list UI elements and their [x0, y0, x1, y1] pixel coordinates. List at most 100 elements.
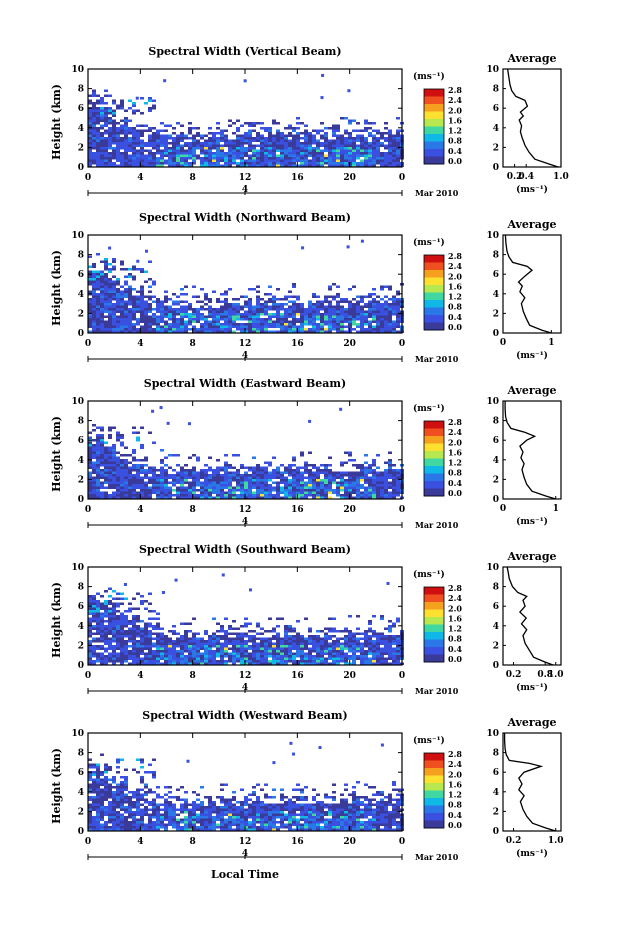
- heatmap-cell: [392, 157, 396, 160]
- heatmap-cell: [120, 434, 124, 437]
- heatmap-cell: [96, 620, 100, 623]
- heatmap-cell: [312, 657, 316, 660]
- heatmap-cell: [92, 318, 96, 321]
- heatmap-cell: [296, 491, 300, 494]
- heatmap-cell: [324, 479, 328, 482]
- heatmap-cell: [336, 308, 340, 311]
- heatmap-cell: [324, 489, 328, 492]
- heatmap-cell: [156, 645, 160, 648]
- colorbar-swatch: [424, 307, 444, 316]
- heatmap-cell: [244, 162, 248, 165]
- heatmap-cell: [348, 642, 352, 645]
- heatmap-cell: [204, 325, 208, 328]
- heatmap-cell: [96, 149, 100, 152]
- heatmap-cell: [200, 662, 204, 665]
- heatmap-cell: [388, 491, 392, 494]
- heatmap-cell: [384, 310, 388, 313]
- heatmap-cell: [280, 134, 284, 137]
- heatmap-cell: [276, 134, 280, 137]
- heatmap-cell: [148, 278, 152, 281]
- heatmap-cell: [336, 655, 340, 658]
- heatmap-cell: [296, 662, 300, 665]
- heatmap-cell: [372, 660, 376, 663]
- heatmap-cell: [188, 328, 192, 331]
- x-tick-label: 16: [291, 339, 304, 349]
- heatmap-cell: [388, 288, 392, 291]
- heatmap-cell: [220, 164, 224, 167]
- heatmap-cell: [344, 640, 348, 643]
- heatmap-cell: [120, 469, 124, 472]
- heatmap-cell: [108, 449, 112, 452]
- heatmap-cell: [260, 142, 264, 145]
- heatmap-cell: [166, 421, 170, 425]
- heatmap-cell: [104, 285, 108, 288]
- heatmap-cell: [160, 330, 164, 333]
- heatmap-cell: [308, 469, 312, 472]
- heatmap-cell: [320, 96, 324, 100]
- heatmap-cell: [204, 147, 208, 150]
- heatmap-cell: [208, 142, 212, 145]
- heatmap-cell: [272, 154, 276, 157]
- heatmap-cell: [192, 134, 196, 137]
- heatmap-cell: [184, 320, 188, 323]
- heatmap-cell: [260, 147, 264, 150]
- heatmap-cell: [324, 484, 328, 487]
- heatmap-cell: [320, 328, 324, 331]
- heatmap-cell: [372, 293, 376, 296]
- heatmap-cell: [180, 486, 184, 489]
- heatmap-cell: [304, 308, 308, 311]
- heatmap-cell: [108, 164, 112, 167]
- heatmap-cell: [208, 650, 212, 653]
- colorbar-swatch: [424, 617, 444, 625]
- heatmap-cell: [388, 139, 392, 142]
- heatmap-cell: [376, 484, 380, 487]
- heatmap-cell: [100, 293, 104, 296]
- heatmap-cell: [188, 162, 192, 165]
- heatmap-cell: [188, 456, 192, 459]
- heatmap-cell: [380, 617, 384, 620]
- heatmap-cell: [100, 114, 104, 117]
- heatmap-cell: [136, 496, 140, 499]
- heatmap-cell: [304, 313, 308, 316]
- heatmap-cell: [140, 142, 144, 145]
- heatmap-cell: [140, 325, 144, 328]
- heatmap-cell: [332, 323, 336, 326]
- heatmap-cell: [276, 144, 280, 147]
- heatmap-cell: [380, 164, 384, 167]
- heatmap-cell: [228, 484, 232, 487]
- heatmap-cell: [304, 647, 308, 650]
- heatmap-cell: [148, 486, 152, 489]
- panel-title: Spectral Width (Northward Beam): [139, 211, 351, 224]
- heatmap-cell: [320, 149, 324, 152]
- heatmap-cell: [200, 300, 204, 303]
- heatmap-cell: [356, 139, 360, 142]
- heatmap-cell: [136, 615, 140, 618]
- heatmap-cell: [240, 645, 244, 648]
- heatmap-cell: [364, 657, 368, 660]
- heatmap-cell: [216, 164, 220, 167]
- heatmap-cell: [180, 139, 184, 142]
- heatmap-cell: [212, 137, 216, 140]
- heatmap-cell: [284, 325, 288, 328]
- heatmap-cell: [184, 159, 188, 162]
- heatmap-cell: [300, 320, 304, 323]
- heatmap-cell: [240, 152, 244, 155]
- heatmap-cell: [156, 652, 160, 655]
- heatmap-cell: [100, 278, 104, 281]
- heatmap-cell: [364, 122, 368, 125]
- heatmap-cell: [148, 592, 152, 595]
- heatmap-cell: [244, 491, 248, 494]
- heatmap-cell: [276, 494, 280, 497]
- heatmap-cell: [352, 655, 356, 658]
- heatmap-cell: [140, 134, 144, 137]
- heatmap-cell: [228, 494, 232, 497]
- heatmap-cell: [320, 655, 324, 658]
- heatmap-cell: [268, 496, 272, 499]
- heatmap-cell: [236, 127, 240, 130]
- heatmap-cell: [336, 147, 340, 150]
- heatmap-cell: [288, 657, 292, 660]
- heatmap-cell: [308, 318, 312, 321]
- heatmap-cell: [220, 323, 224, 326]
- heatmap-cell: [168, 162, 172, 165]
- heatmap-cell: [312, 315, 316, 318]
